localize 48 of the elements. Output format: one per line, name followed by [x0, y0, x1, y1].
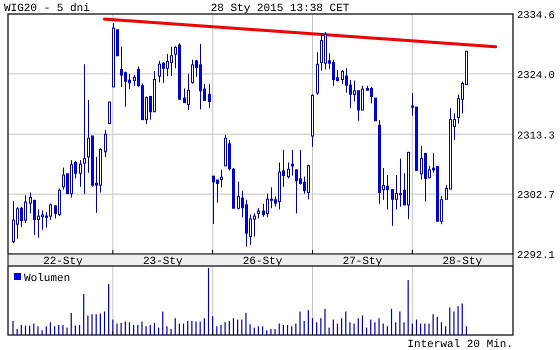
candlestick	[324, 32, 327, 70]
candlestick	[178, 42, 181, 100]
candlestick	[212, 176, 215, 225]
candlestick	[112, 22, 115, 88]
y-tick-label: 2302.7	[517, 190, 555, 202]
candlestick	[62, 167, 65, 190]
candlestick	[224, 134, 227, 166]
chart-title: WIG20 - 5 dni	[4, 3, 90, 15]
candlestick	[257, 208, 260, 219]
y-tick-label: 2292.1	[517, 250, 555, 262]
candlestick	[232, 168, 235, 209]
candlestick	[79, 160, 82, 188]
legend-label: Wolumen	[24, 273, 70, 285]
y-tick-label: 2334.6	[517, 10, 555, 22]
candlestick	[311, 94, 314, 148]
x-tick-label: 26-Sty	[242, 256, 283, 268]
chart-subtitle: 28 Sty 2015 13:38 CET	[210, 3, 350, 15]
candlestick	[316, 52, 319, 96]
candlestick	[228, 139, 231, 171]
candlestick	[399, 158, 402, 208]
y-tick-label: 2313.3	[517, 130, 555, 142]
candlestick	[108, 101, 111, 124]
candlestick	[370, 86, 373, 104]
x-tick-label: 27-Sty	[342, 256, 383, 268]
text: Interwal 20 Min.	[407, 339, 513, 350]
candlestick	[83, 64, 86, 195]
candlestick	[199, 43, 202, 110]
candlestick	[170, 46, 173, 77]
candlestick	[374, 97, 377, 122]
x-tick-label: 23-Sty	[142, 256, 183, 268]
candlestick	[320, 32, 323, 71]
candlestick	[287, 162, 290, 179]
candlestick	[407, 151, 410, 220]
candlestick	[187, 73, 190, 110]
candlestick	[158, 60, 161, 83]
x-tick-label: 22-Sty	[43, 256, 84, 268]
candlestick	[291, 150, 294, 176]
candlestick	[104, 129, 107, 158]
x-tick-label: 28-Sty	[442, 256, 482, 268]
y-tick-label: 2324.0	[517, 70, 555, 82]
candlestick	[58, 188, 61, 217]
candlestick	[307, 164, 310, 200]
candlestick	[378, 120, 381, 204]
candlestick	[24, 194, 27, 224]
candlestick	[191, 59, 194, 84]
candlestick	[208, 84, 211, 109]
candlestick	[12, 200, 15, 244]
candlestick	[70, 160, 73, 198]
